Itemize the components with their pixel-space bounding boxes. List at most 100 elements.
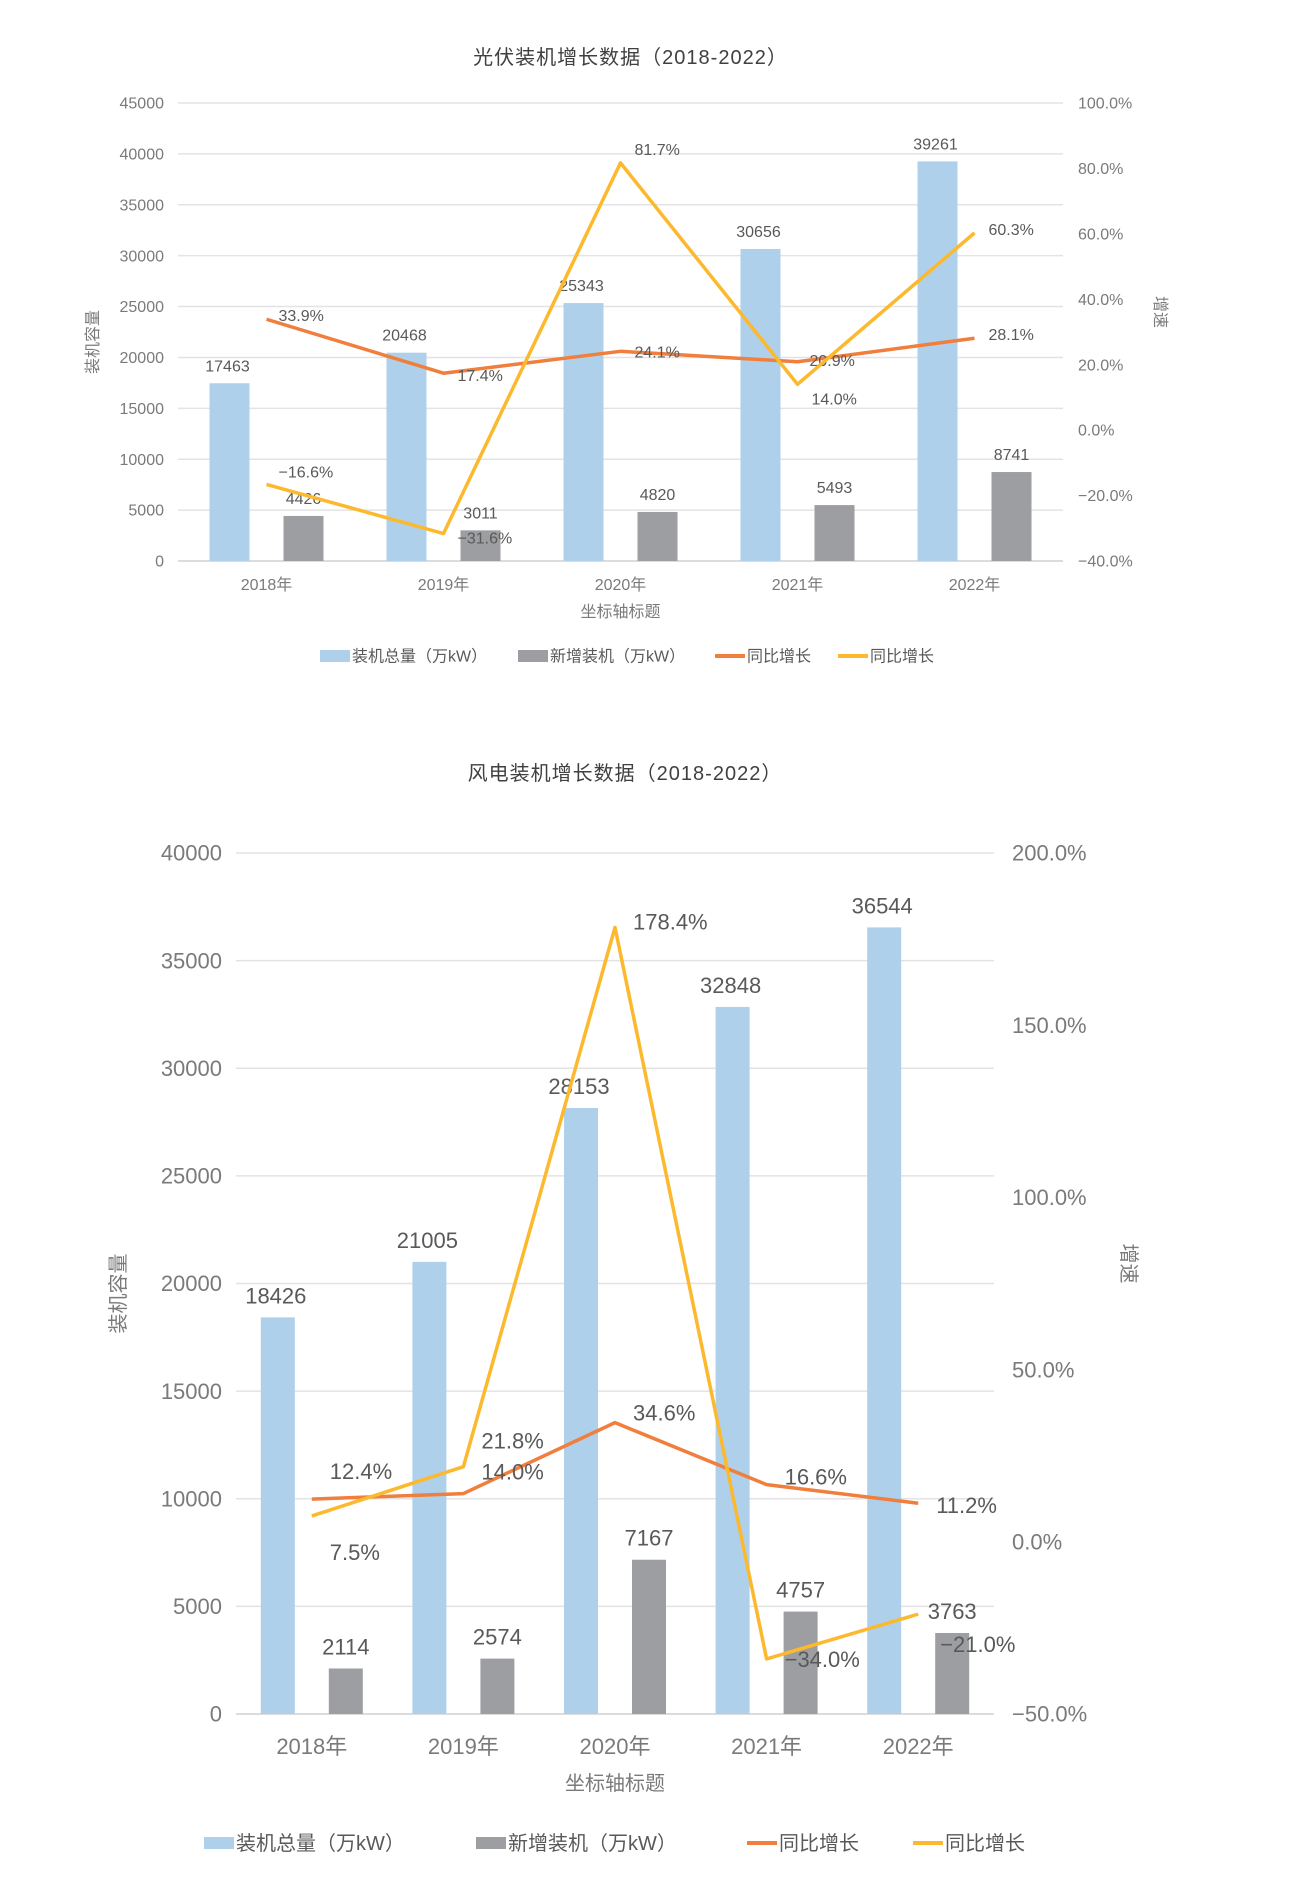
y-tick-label: 40000 (120, 146, 165, 163)
bar-new (783, 1611, 818, 1714)
legend-label: 同比增长 (945, 1832, 1025, 1855)
x-tick-label: 2022年 (949, 576, 1001, 594)
bar-data-label: 3763 (928, 1599, 977, 1624)
y2-tick-label: −50.0% (1012, 1702, 1087, 1727)
bar-new (328, 1668, 363, 1714)
legend-label: 同比增长 (779, 1832, 859, 1855)
bar-total (564, 1108, 598, 1714)
y-tick-label: 5000 (128, 503, 164, 520)
line-data-label: 17.4% (458, 368, 503, 385)
line-data-label: 7.5% (330, 1540, 380, 1565)
line-data-label: 24.1% (635, 344, 680, 361)
x-tick-label: 2018年 (276, 1734, 347, 1759)
line-data-label: 21.8% (481, 1429, 543, 1454)
bar-data-label: 5493 (817, 480, 853, 497)
y2-tick-label: 50.0% (1012, 1357, 1074, 1382)
bar-total (740, 248, 781, 561)
y-axis-title: 装机容量 (107, 1254, 130, 1334)
y-tick-label: 15000 (161, 1379, 222, 1404)
legend-label: 新增装机（万kW） (508, 1832, 677, 1855)
x-tick-label: 2018年 (241, 576, 293, 594)
y2-tick-label: 40.0% (1078, 292, 1123, 309)
line-series-yellow (311, 925, 919, 1661)
legend-label: 装机总量（万kW） (352, 648, 487, 666)
bar-total (715, 1006, 750, 1714)
line-data-label: 81.7% (635, 142, 680, 159)
y2-tick-label: 100.0% (1012, 1185, 1087, 1210)
bar-data-label: 20468 (382, 328, 427, 345)
bar-data-label: 32848 (700, 973, 761, 998)
line-data-label: 11.2% (936, 1493, 997, 1518)
y-tick-label: 0 (210, 1702, 222, 1727)
y2-tick-label: 80.0% (1078, 161, 1123, 178)
line-data-label: 12.4% (330, 1459, 392, 1484)
y-tick-label: 35000 (120, 197, 165, 214)
bar-data-label: 28153 (548, 1074, 609, 1099)
y-tick-label: 30000 (120, 248, 165, 265)
y-tick-label: 10000 (120, 452, 165, 469)
y2-tick-label: 100.0% (1078, 96, 1132, 113)
y-tick-label: 40000 (161, 841, 222, 866)
x-tick-label: 2019年 (418, 576, 470, 594)
chart-title: 光伏装机增长数据（2018-2022） (473, 46, 788, 69)
bar-total (917, 161, 958, 561)
y-tick-label: 25000 (161, 1164, 222, 1189)
legend-label: 同比增长 (747, 648, 811, 666)
bar-total (867, 927, 902, 1714)
line-data-label: 178.4% (633, 909, 708, 934)
bar-total (386, 352, 427, 561)
bar-data-label: 21005 (397, 1228, 458, 1253)
line-data-label: 14.0% (812, 391, 857, 408)
y-tick-label: 5000 (173, 1594, 222, 1619)
bar-data-label: 18426 (245, 1283, 306, 1308)
y2-tick-label: −40.0% (1078, 554, 1133, 571)
bar-data-label: 25343 (559, 278, 604, 295)
bar-data-label: 7167 (625, 1526, 674, 1551)
bar-new (632, 1559, 666, 1714)
bar-new (637, 511, 678, 561)
x-tick-label: 2021年 (731, 1734, 802, 1759)
legend-label: 新增装机（万kW） (550, 648, 685, 666)
y2-tick-label: −20.0% (1078, 488, 1133, 505)
y-tick-label: 25000 (120, 299, 165, 316)
legend-label: 装机总量（万kW） (236, 1832, 405, 1855)
x-axis-title: 坐标轴标题 (580, 603, 660, 621)
y-tick-label: 45000 (120, 96, 165, 113)
y2-tick-label: 60.0% (1078, 226, 1123, 243)
y-tick-label: 35000 (161, 948, 222, 973)
bar-total (412, 1261, 447, 1714)
y2-tick-label: 0.0% (1078, 423, 1114, 440)
y-tick-label: 15000 (120, 401, 165, 418)
bar-data-label: 39261 (913, 136, 958, 153)
bar-total (563, 303, 604, 561)
line-series-orange (265, 317, 975, 375)
y2-axis-title: 增速 (1151, 296, 1169, 328)
y2-axis-title: 增速 (1117, 1244, 1140, 1284)
legend-swatch (476, 1837, 506, 1849)
line-data-label: 28.1% (989, 327, 1034, 344)
legend-label: 同比增长 (870, 648, 934, 666)
line-data-label: 33.9% (279, 308, 324, 325)
line-series-orange (311, 1420, 919, 1505)
line-series-yellow (266, 161, 976, 536)
x-tick-label: 2022年 (883, 1734, 954, 1759)
chart-1: 光伏装机增长数据（2018-2022） 0 5000 10000 15000 20000 2… (84, 46, 1169, 666)
bar-data-label: 36544 (852, 893, 913, 918)
bar-new (480, 1658, 515, 1714)
bar-data-label: 8741 (994, 447, 1030, 464)
y-tick-label: 0 (155, 554, 164, 571)
line-data-label: 34.6% (633, 1401, 695, 1426)
bar-total (260, 1317, 295, 1714)
bar-new (283, 515, 324, 561)
x-tick-label: 2019年 (428, 1734, 499, 1759)
y-tick-label: 30000 (161, 1056, 222, 1081)
bar-data-label: 4820 (640, 487, 676, 504)
bar-data-label: 17463 (205, 358, 250, 375)
bar-data-label: 2114 (322, 1634, 369, 1659)
legend-swatch (204, 1837, 234, 1849)
y2-tick-label: 20.0% (1078, 357, 1123, 374)
x-tick-label: 2020年 (580, 1734, 651, 1759)
bar-new (460, 530, 501, 561)
chart-2: 风电装机增长数据（2018-2022） 0 5000 10000 15000 20000 2… (107, 762, 1140, 1855)
